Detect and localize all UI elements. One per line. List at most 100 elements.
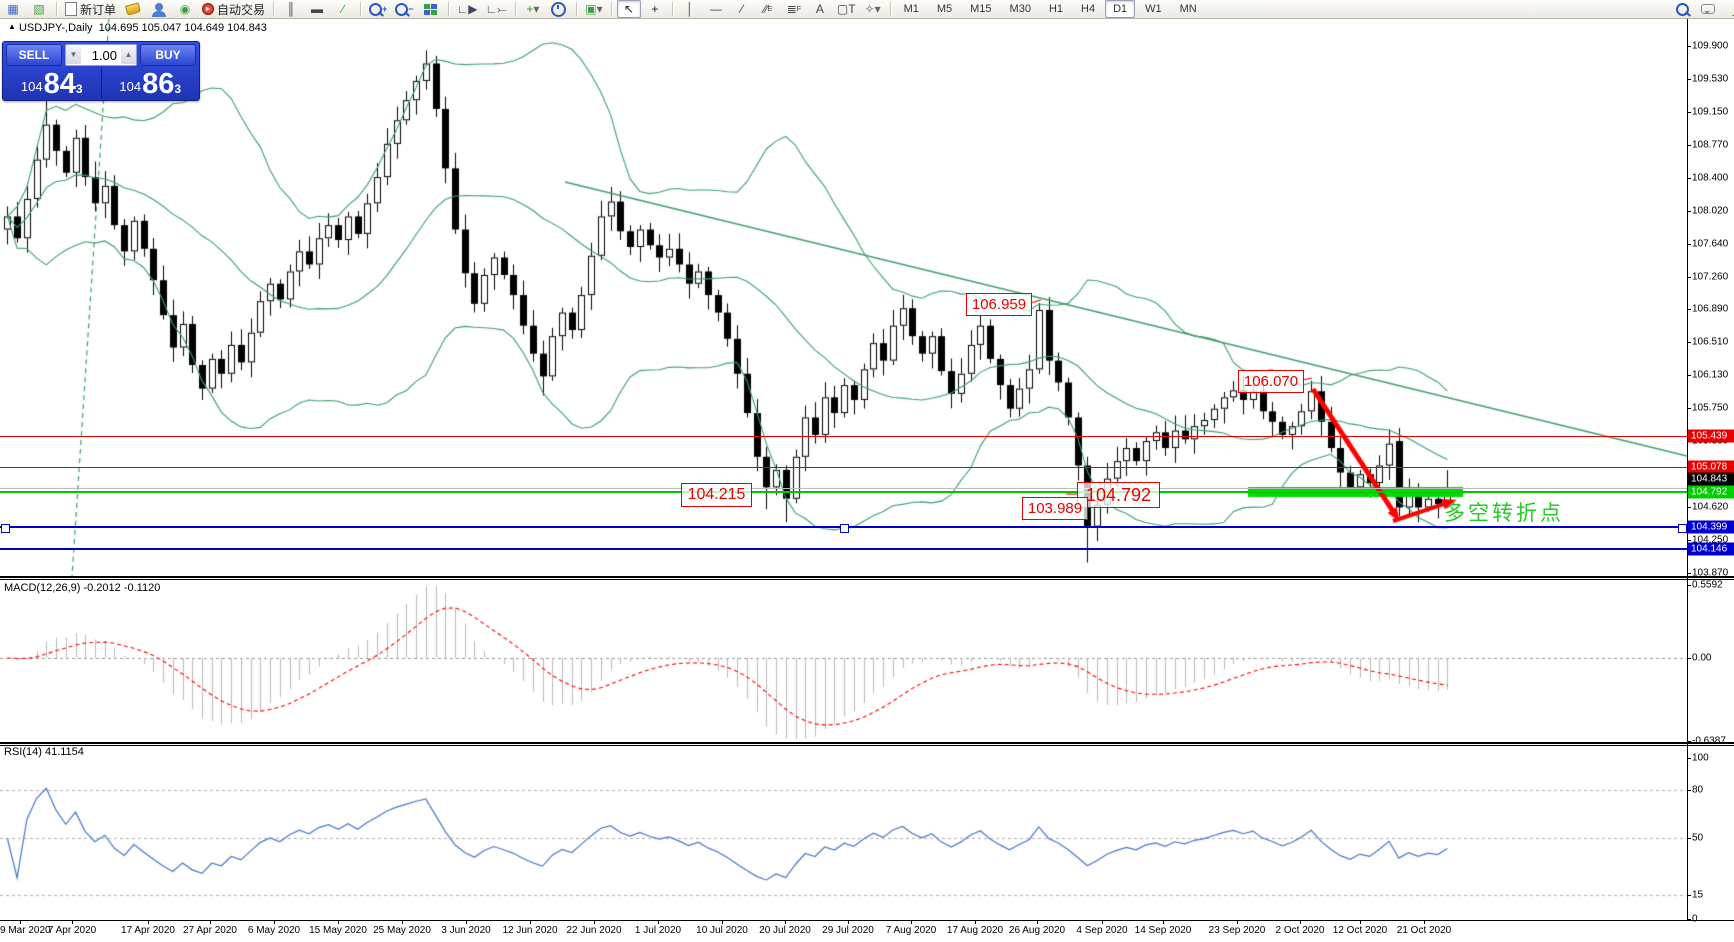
price-callout-104792[interactable]: 104.792 bbox=[1077, 482, 1160, 508]
date-label: 9 Mar 2020 bbox=[0, 925, 51, 936]
date-tick-mark bbox=[1237, 920, 1238, 924]
price-tick-mark bbox=[1687, 211, 1691, 212]
line-handle[interactable] bbox=[840, 524, 849, 533]
cn-annotation-text[interactable]: 多空转折点 bbox=[1444, 502, 1564, 525]
styles-bucket-icon[interactable] bbox=[121, 0, 145, 18]
pane-separator bbox=[0, 579, 1734, 580]
date-label: 17 Apr 2020 bbox=[121, 925, 175, 936]
date-tick-mark bbox=[72, 920, 73, 924]
trendline-icon[interactable]: ∕ bbox=[740, 2, 743, 16]
timeframe-m15[interactable]: M15 bbox=[970, 3, 992, 15]
price-tick-label: 109.900 bbox=[1692, 40, 1729, 52]
signals-icon[interactable]: ◉ bbox=[179, 2, 191, 16]
accounts-icon[interactable] bbox=[147, 0, 171, 18]
price-callout-106070[interactable]: 106.070 bbox=[1238, 370, 1304, 393]
date-tick-mark bbox=[1360, 920, 1361, 924]
price-callout-106959[interactable]: 106.959 bbox=[966, 293, 1032, 316]
price-callout-104215[interactable]: 104.215 bbox=[681, 483, 752, 507]
hline-resistance-105078[interactable] bbox=[0, 466, 1687, 468]
buy-price-prefix: 104 bbox=[119, 79, 142, 94]
clock-icon[interactable] bbox=[547, 0, 571, 18]
one-click-trading-panel: SELL ▼ 1.00 ▲ BUY 104 84 3 104 86 3 bbox=[2, 41, 200, 101]
sell-button[interactable]: SELL bbox=[6, 44, 62, 66]
label-icon[interactable]: ▢T bbox=[836, 2, 856, 16]
price-chart-canvas[interactable] bbox=[0, 18, 1734, 942]
timeframe-d1[interactable]: D1 bbox=[1105, 0, 1136, 18]
bar-chart-icon[interactable]: ║ bbox=[286, 2, 296, 16]
channel-icon[interactable]: ∕∕ E bbox=[763, 2, 773, 16]
chart-window-icon[interactable]: ▦ bbox=[7, 2, 19, 16]
volume-up-button[interactable]: ▲ bbox=[121, 46, 136, 64]
date-label: 21 Oct 2020 bbox=[1396, 925, 1452, 936]
date-label: 12 Oct 2020 bbox=[1332, 925, 1388, 936]
volume-stepper[interactable]: ▼ 1.00 ▲ bbox=[65, 44, 137, 66]
hline-bid-line-gray[interactable] bbox=[0, 487, 1687, 489]
tile-windows-icon[interactable] bbox=[419, 0, 443, 18]
candlestick-chart-icon[interactable]: ▬ bbox=[311, 2, 324, 16]
hline-support-green-104792[interactable] bbox=[0, 491, 1687, 493]
templates-icon[interactable]: ▣ ▾ bbox=[585, 2, 603, 16]
date-label: 14 Sep 2020 bbox=[1134, 925, 1192, 936]
timeframe-m1[interactable]: M1 bbox=[903, 3, 919, 15]
buy-price[interactable]: 104 86 3 bbox=[102, 68, 200, 99]
line-chart-icon[interactable]: ∕ bbox=[342, 2, 345, 16]
vline-icon[interactable]: │ bbox=[686, 2, 694, 16]
price-tick-label: 108.400 bbox=[1692, 172, 1729, 184]
price-tick-mark bbox=[1687, 342, 1691, 343]
macd-tick-mark bbox=[1687, 741, 1691, 742]
pane-separator bbox=[0, 745, 1734, 746]
price-tick-label: 106.510 bbox=[1692, 336, 1729, 348]
date-tick-mark bbox=[911, 920, 912, 924]
timeframe-w1[interactable]: W1 bbox=[1145, 3, 1162, 15]
fibonacci-icon[interactable]: ≣ F bbox=[786, 2, 802, 16]
timeframe-m30[interactable]: M30 bbox=[1009, 3, 1031, 15]
hline-icon[interactable]: — bbox=[709, 2, 722, 16]
shapes-icon[interactable]: ✧ ▾ bbox=[864, 2, 881, 16]
date-label: 15 May 2020 bbox=[309, 925, 367, 936]
hline-resistance-105439[interactable] bbox=[0, 435, 1687, 437]
line-handle[interactable] bbox=[1678, 524, 1687, 533]
date-tick-mark bbox=[658, 920, 659, 924]
indicators-icon[interactable]: + ▾ bbox=[526, 2, 540, 16]
date-label: 7 Apr 2020 bbox=[47, 925, 97, 936]
rsi-level-label: 50 bbox=[1692, 832, 1704, 844]
new-order-button[interactable]: +新订单 bbox=[62, 0, 1734, 22]
price-tick-label: 103.870 bbox=[1692, 567, 1729, 579]
toolbar-separator bbox=[447, 2, 449, 16]
zoom-out-icon[interactable]: − bbox=[392, 0, 416, 18]
timeframe-h1[interactable]: H1 bbox=[1048, 3, 1064, 15]
hline-blue-line-104146[interactable] bbox=[0, 548, 1687, 550]
price-tick-mark bbox=[1687, 309, 1691, 310]
date-tick-mark bbox=[1102, 920, 1103, 924]
timeframe-mn[interactable]: MN bbox=[1179, 3, 1197, 15]
crosshair-icon[interactable]: + bbox=[651, 2, 659, 16]
price-tick-mark bbox=[1687, 145, 1691, 146]
price-axis-line bbox=[1687, 18, 1688, 920]
auto-scroll-icon[interactable]: ∟▶ bbox=[456, 2, 478, 16]
price-tick-label: 107.640 bbox=[1692, 238, 1729, 250]
sell-price-pipette: 3 bbox=[75, 82, 83, 96]
cursor-icon[interactable]: ↖ bbox=[616, 0, 641, 18]
chat-icon[interactable] bbox=[1696, 0, 1720, 18]
volume-down-button[interactable]: ▼ bbox=[66, 46, 81, 64]
chart-shift-icon[interactable]: ∟⤚ bbox=[485, 2, 507, 16]
date-tick-mark bbox=[148, 920, 149, 924]
chart-surface[interactable]: ▲ USDJPY-,Daily 104.695 105.047 104.649 … bbox=[0, 18, 1734, 942]
text-icon[interactable]: A bbox=[815, 2, 824, 16]
sell-price[interactable]: 104 84 3 bbox=[3, 68, 102, 99]
price-tick-mark bbox=[1687, 79, 1691, 80]
line-handle[interactable] bbox=[1, 524, 10, 533]
price-tick-label: 108.020 bbox=[1692, 205, 1729, 217]
price-callout-103989[interactable]: 103.989 bbox=[1022, 497, 1088, 520]
search-icon[interactable] bbox=[1670, 0, 1694, 18]
toolbar-separator bbox=[575, 2, 577, 16]
timeframe-m5[interactable]: M5 bbox=[936, 3, 953, 15]
profile-chart-icon[interactable]: ▧ bbox=[33, 2, 45, 16]
buy-button[interactable]: BUY bbox=[140, 44, 196, 66]
autotrade-button[interactable]: ► 自动交易 bbox=[199, 0, 268, 18]
volume-value[interactable]: 1.00 bbox=[91, 47, 117, 63]
date-tick-mark bbox=[210, 920, 211, 924]
timeframe-h4[interactable]: H4 bbox=[1081, 3, 1096, 15]
rsi-tick-mark bbox=[1687, 895, 1691, 896]
zoom-in-icon[interactable]: + bbox=[366, 0, 390, 18]
